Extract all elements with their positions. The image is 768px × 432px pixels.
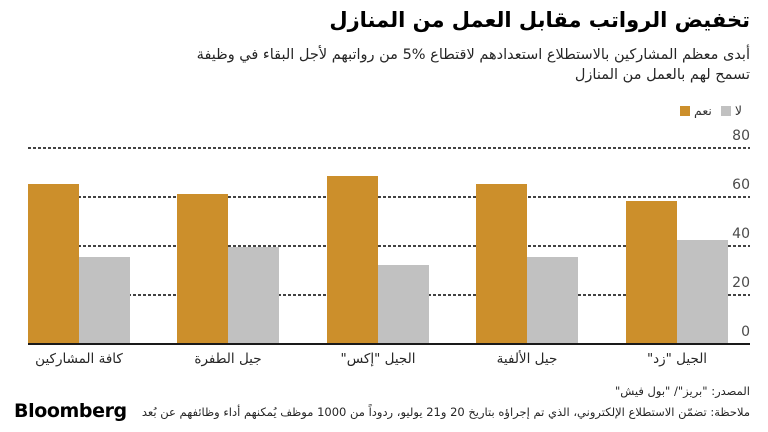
category-label: جيل الألفية (496, 351, 558, 367)
bloomberg-logo: Bloomberg (14, 400, 127, 422)
category-label: جيل الطفرة (194, 351, 262, 367)
bar-yes (177, 193, 228, 343)
legend-swatch-yes-icon (680, 105, 691, 116)
y-tick-label-0: 0 (741, 324, 750, 340)
bar-yes (327, 176, 378, 343)
chart-subtitle-line-2: تسمح لهم بالعمل من المنازل (574, 66, 750, 83)
category-label: الجيل "إكس" (340, 351, 416, 367)
chart-legend: نعم لا (680, 103, 742, 118)
gridline-40 (28, 245, 750, 247)
legend-item-yes: نعم (680, 103, 712, 118)
chart-subtitle: أبدى معظم المشاركين بالاستطلاع استعدادهم… (197, 46, 750, 85)
bar-yes (626, 200, 677, 343)
legend-item-no: لا (720, 103, 742, 118)
y-tick-label-20: 20 (732, 275, 750, 291)
bar-no (527, 257, 578, 343)
bar-yes (28, 183, 79, 343)
legend-label-no: لا (734, 103, 742, 118)
legend-swatch-no-icon (720, 105, 731, 116)
gridline-80 (28, 147, 750, 149)
bar-no (378, 264, 429, 343)
x-axis-baseline (28, 343, 750, 345)
bar-no (677, 240, 728, 343)
note-text: ملاحظة: تضمّن الاستطلاع الإلكتروني، الذي… (141, 405, 750, 419)
legend-label-yes: نعم (694, 103, 712, 118)
chart-subtitle-line-1: أبدى معظم المشاركين بالاستطلاع استعدادهم… (196, 47, 750, 63)
bar-no (79, 257, 130, 343)
chart-title: تخفيض الرواتب مقابل العمل من المنازل (329, 8, 750, 32)
category-label: كافة المشاركين (35, 351, 123, 367)
bar-yes (476, 183, 527, 343)
bar-no (228, 247, 279, 343)
source-text: المصدر: "بريز"/ "بول فيش" (614, 384, 750, 398)
y-tick-label-40: 40 (732, 226, 750, 242)
gridline-60 (28, 196, 750, 198)
y-tick-label-80: 80 (732, 128, 750, 144)
category-label: الجيل "زد" (646, 351, 708, 367)
y-tick-label-60: 60 (732, 177, 750, 193)
